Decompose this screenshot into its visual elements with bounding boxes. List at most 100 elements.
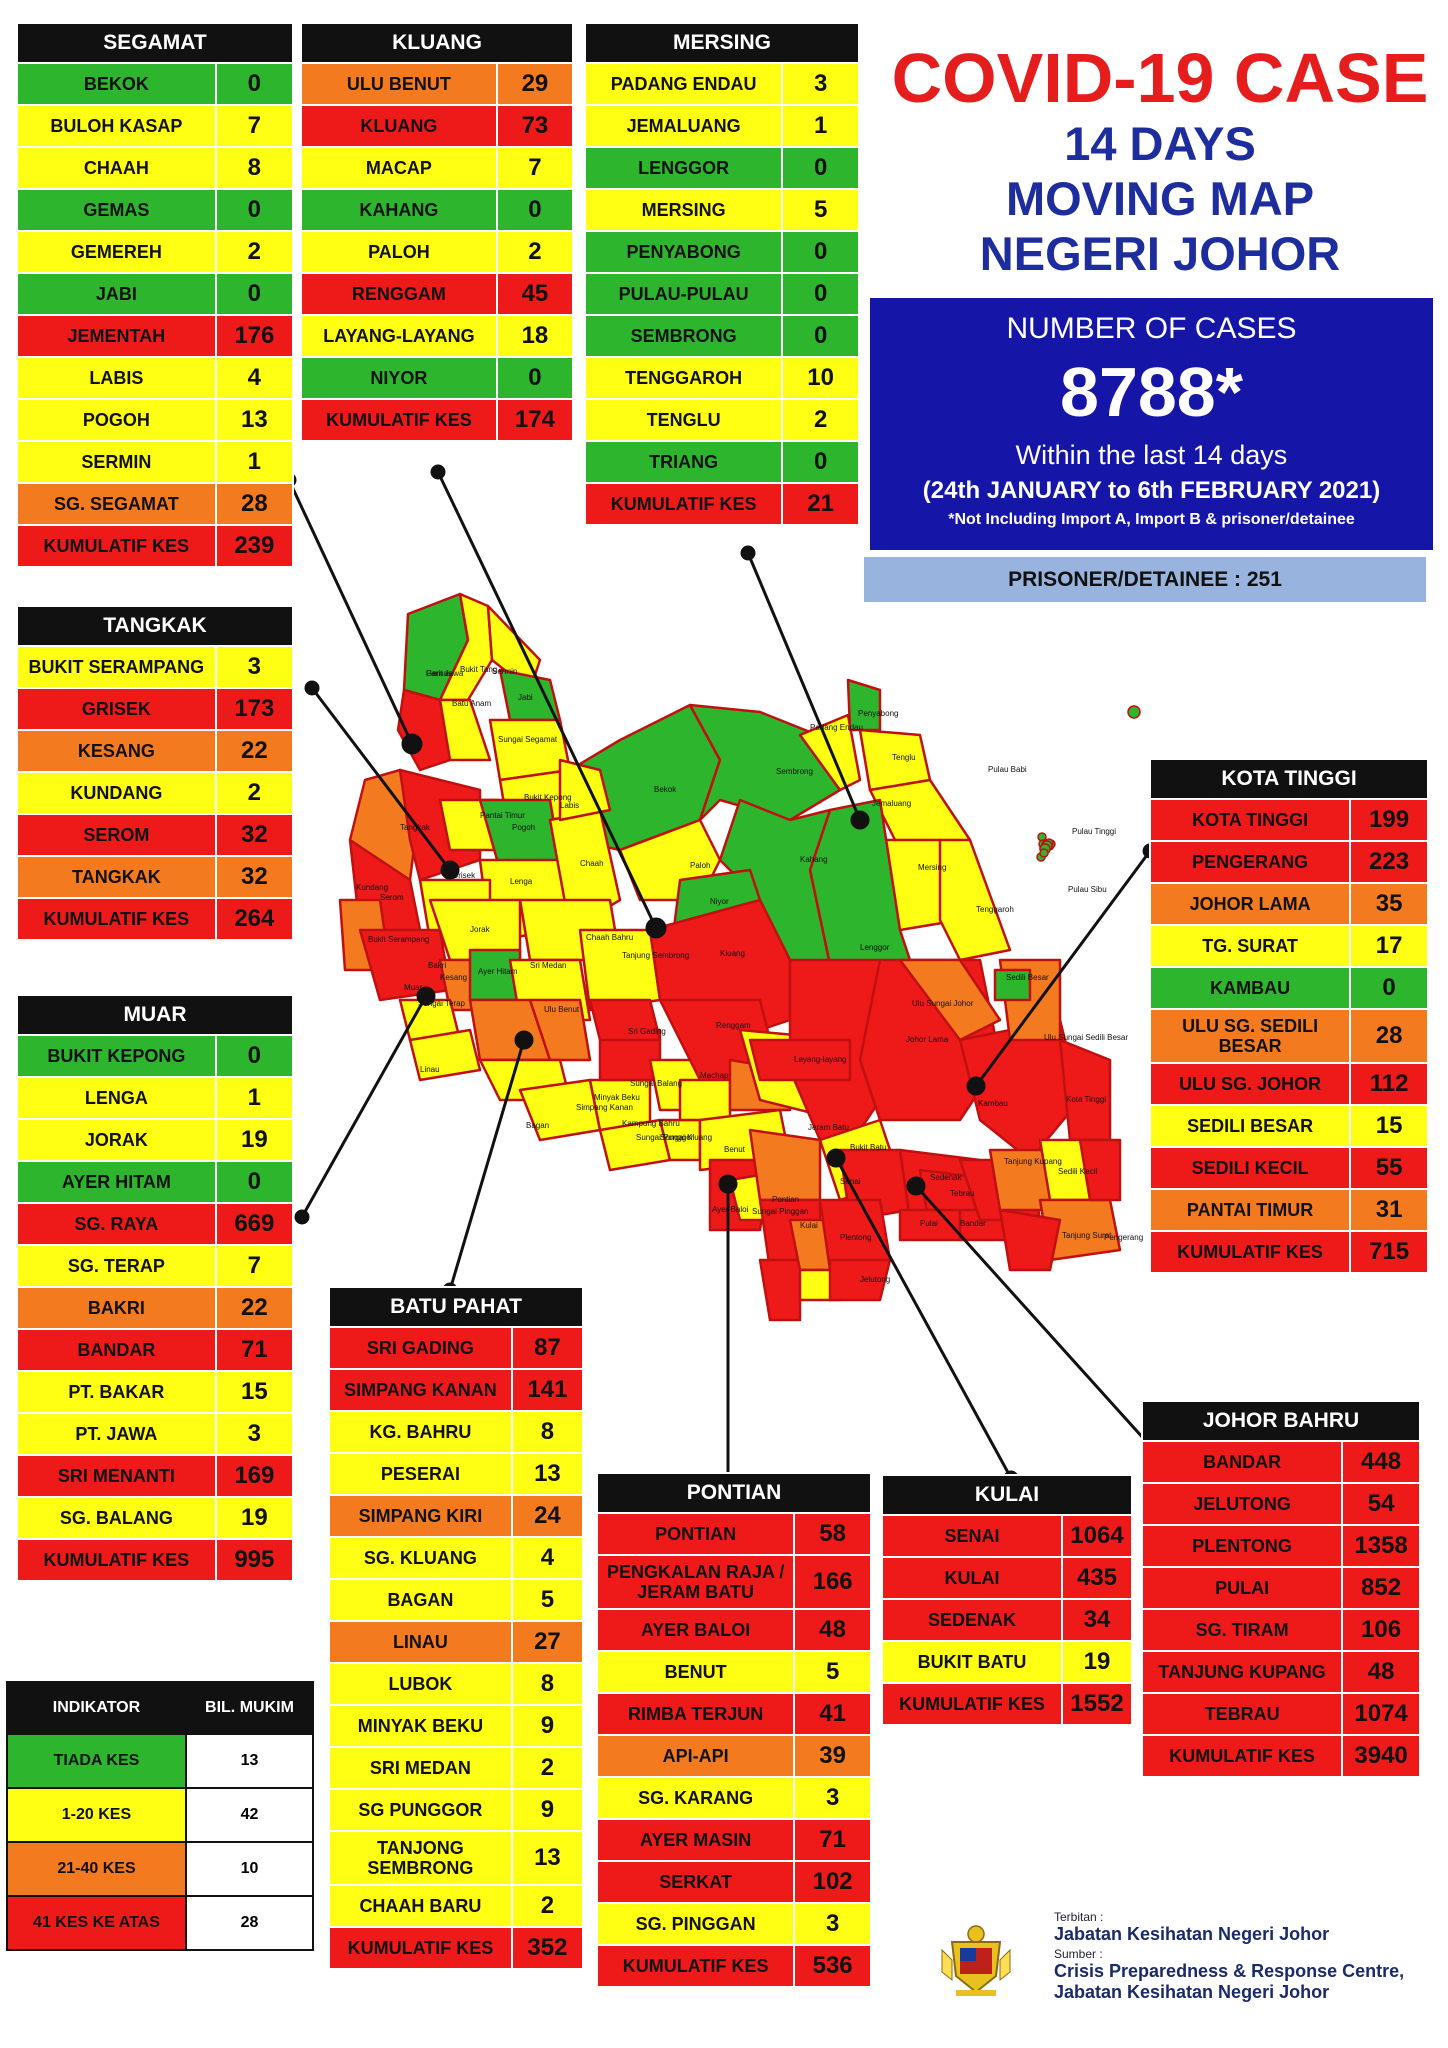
mukim-name: KG. BAHRU bbox=[328, 1410, 513, 1454]
table-row: BUKIT SERAMPANG 3 bbox=[16, 645, 295, 689]
case-count: 71 bbox=[214, 1328, 295, 1372]
case-count: 71 bbox=[793, 1818, 872, 1862]
table-row: KUMULATIF KES 3940 bbox=[1140, 1734, 1421, 1778]
case-count: 3940 bbox=[1341, 1734, 1421, 1778]
terbitan-label: Terbitan : bbox=[1054, 1910, 1104, 1924]
map-label: Linau bbox=[420, 1065, 440, 1074]
case-count: 1 bbox=[781, 104, 860, 148]
map-label: Machap bbox=[700, 1071, 729, 1080]
mukim-name: PONTIAN bbox=[595, 1512, 796, 1556]
table-row: BAGAN 5 bbox=[328, 1578, 585, 1622]
case-count: 13 bbox=[510, 1452, 585, 1496]
district-header: BATU PAHAT bbox=[328, 1286, 584, 1328]
mukim-name: BANDAR bbox=[16, 1328, 217, 1372]
mukim-name: LAYANG-LAYANG bbox=[300, 314, 498, 358]
mukim-name: KUMULATIF KES bbox=[16, 897, 217, 941]
case-count: 1 bbox=[214, 1076, 295, 1120]
map-label: Pulai bbox=[920, 1219, 938, 1228]
legend-count: 42 bbox=[184, 1787, 315, 1843]
table-row: LINAU 27 bbox=[328, 1620, 585, 1664]
mukim-name: GEMEREH bbox=[16, 230, 217, 274]
legend-count: 13 bbox=[184, 1733, 315, 1789]
map-label: Kundang bbox=[356, 883, 388, 892]
table-row: MERSING 5 bbox=[583, 188, 860, 232]
table-row: SG. TERAP 7 bbox=[16, 1244, 295, 1288]
case-count: 1064 bbox=[1061, 1514, 1133, 1558]
case-count: 176 bbox=[214, 314, 295, 358]
mukim-name: PANTAI TIMUR bbox=[1148, 1188, 1352, 1232]
map-region-tanjung-kupang bbox=[828, 1258, 892, 1302]
table-row: JEMENTAH 176 bbox=[16, 314, 295, 358]
mukim-name: AYER BALOI bbox=[595, 1608, 796, 1652]
mukim-name: BAKRI bbox=[16, 1286, 217, 1330]
mukim-name: AYER MASIN bbox=[595, 1818, 796, 1862]
map-label: Chaah bbox=[580, 859, 604, 868]
table-row: JORAK 19 bbox=[16, 1118, 295, 1162]
case-count: 0 bbox=[495, 188, 575, 232]
table-row: PONTIAN 58 bbox=[595, 1512, 872, 1556]
map-label: Ulu Benut bbox=[544, 1005, 580, 1014]
legend-label: 21-40 KES bbox=[6, 1841, 187, 1897]
district-header: KLUANG bbox=[300, 22, 574, 64]
case-count: 4 bbox=[214, 356, 295, 400]
case-count: 13 bbox=[510, 1830, 585, 1886]
legend-count: 28 bbox=[184, 1895, 315, 1951]
case-count: 0 bbox=[781, 146, 860, 190]
table-row: SG. RAYA 669 bbox=[16, 1202, 295, 1246]
mukim-name: SG. RAYA bbox=[16, 1202, 217, 1246]
table-row: SRI GADING 87 bbox=[328, 1326, 585, 1370]
mukim-name: PALOH bbox=[300, 230, 498, 274]
mukim-name: KUMULATIF KES bbox=[595, 1944, 796, 1988]
mukim-name: SG. TERAP bbox=[16, 1244, 217, 1288]
table-row: SG. PINGGAN 3 bbox=[595, 1902, 872, 1946]
case-count: 0 bbox=[214, 188, 295, 232]
map-label: Labis bbox=[560, 801, 579, 810]
case-count: 0 bbox=[214, 272, 295, 316]
case-count: 0 bbox=[495, 356, 575, 400]
mukim-name: SENAI bbox=[881, 1514, 1063, 1558]
table-row: AYER MASIN 71 bbox=[595, 1818, 872, 1862]
case-count: 15 bbox=[1349, 1104, 1429, 1148]
map-label: Muar bbox=[404, 983, 423, 992]
mukim-name: KUMULATIF KES bbox=[328, 1926, 513, 1970]
mukim-name: MERSING bbox=[583, 188, 784, 232]
mukim-name: MACAP bbox=[300, 146, 498, 190]
table-row: BENUT 5 bbox=[595, 1650, 872, 1694]
table-row: GEMEREH 2 bbox=[16, 230, 295, 274]
map-label: Benut bbox=[724, 1145, 746, 1154]
map-label: Sungai Segamat bbox=[498, 735, 558, 744]
map-label: Serom bbox=[380, 893, 404, 902]
map-label: Simpang Kanan bbox=[576, 1103, 633, 1112]
map-region-machap bbox=[678, 1078, 732, 1122]
table-row: PLENTONG 1358 bbox=[1140, 1524, 1421, 1568]
mukim-name: JEMALUANG bbox=[583, 104, 784, 148]
case-count: 852 bbox=[1341, 1566, 1421, 1610]
map-label: Plentong bbox=[840, 1233, 872, 1242]
table-row: SG. SEGAMAT 28 bbox=[16, 482, 295, 526]
case-count: 166 bbox=[793, 1554, 872, 1610]
mukim-name: LUBOK bbox=[328, 1662, 513, 1706]
case-count: 48 bbox=[1341, 1650, 1421, 1694]
case-count: 264 bbox=[214, 897, 295, 941]
table-row: JEMALUANG 1 bbox=[583, 104, 860, 148]
case-count: 435 bbox=[1061, 1556, 1133, 1600]
case-count: 54 bbox=[1341, 1482, 1421, 1526]
table-row: KG. BAHRU 8 bbox=[328, 1410, 585, 1454]
mukim-name: POGOH bbox=[16, 398, 217, 442]
case-count: 28 bbox=[1349, 1008, 1429, 1064]
case-count: 169 bbox=[214, 1454, 295, 1498]
table-row: TENGLU 2 bbox=[583, 398, 860, 442]
case-count: 173 bbox=[214, 687, 295, 731]
mukim-name: BUKIT KEPONG bbox=[16, 1034, 217, 1078]
legend-table: INDIKATOR BIL. MUKIM TIADA KES 13 1-20 KE… bbox=[6, 1681, 315, 1951]
table-row: SERMIN 1 bbox=[16, 440, 295, 484]
mukim-name: TENGGAROH bbox=[583, 356, 784, 400]
map-label: Penyabong bbox=[858, 709, 898, 718]
map-region-sungai-balang bbox=[408, 1028, 482, 1082]
case-count: 2 bbox=[214, 230, 295, 274]
table-row: TEBRAU 1074 bbox=[1140, 1692, 1421, 1736]
map-label: Bandar bbox=[960, 1219, 986, 1228]
case-count: 27 bbox=[510, 1620, 585, 1664]
map-label: Jorak bbox=[470, 925, 491, 934]
mukim-name: AYER HITAM bbox=[16, 1160, 217, 1204]
